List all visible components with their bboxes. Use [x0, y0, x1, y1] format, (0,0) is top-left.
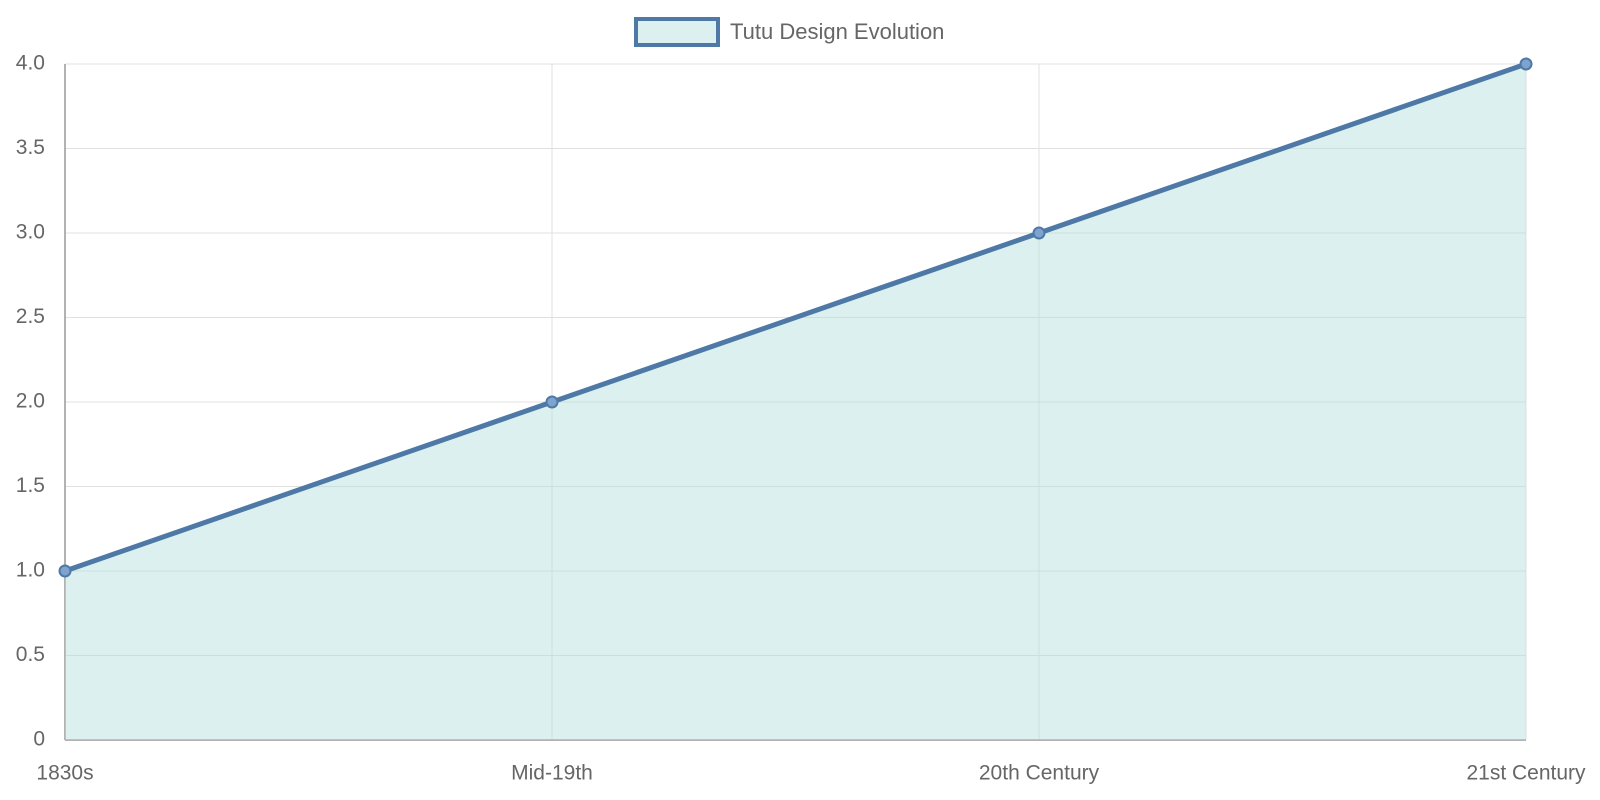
y-tick-label: 3.5 — [16, 136, 45, 159]
y-tick-label: 1.0 — [16, 559, 45, 582]
point — [58, 564, 72, 578]
y-tick-label: 0 — [33, 728, 45, 751]
y-tick-label: 4.0 — [16, 52, 45, 75]
point — [1032, 226, 1046, 240]
legend-label: Tutu Design Evolution — [730, 19, 944, 44]
line — [64, 61, 1527, 574]
point — [1519, 57, 1533, 71]
area — [65, 64, 1526, 740]
x-tick-label: 21st Century — [1466, 762, 1586, 785]
y-tick-label: 2.0 — [16, 390, 45, 413]
legend-swatch — [634, 17, 720, 47]
x-tick-label: 1830s — [36, 762, 93, 785]
y-tick-label: 3.0 — [16, 221, 45, 244]
y-tick-label: 0.5 — [16, 643, 45, 666]
x-tick-label: Mid-19th — [511, 762, 593, 785]
y-tick-label: 2.5 — [16, 305, 45, 328]
y-tick-label: 1.5 — [16, 474, 45, 497]
x-tick-label: 20th Century — [979, 762, 1100, 785]
point — [545, 395, 559, 409]
